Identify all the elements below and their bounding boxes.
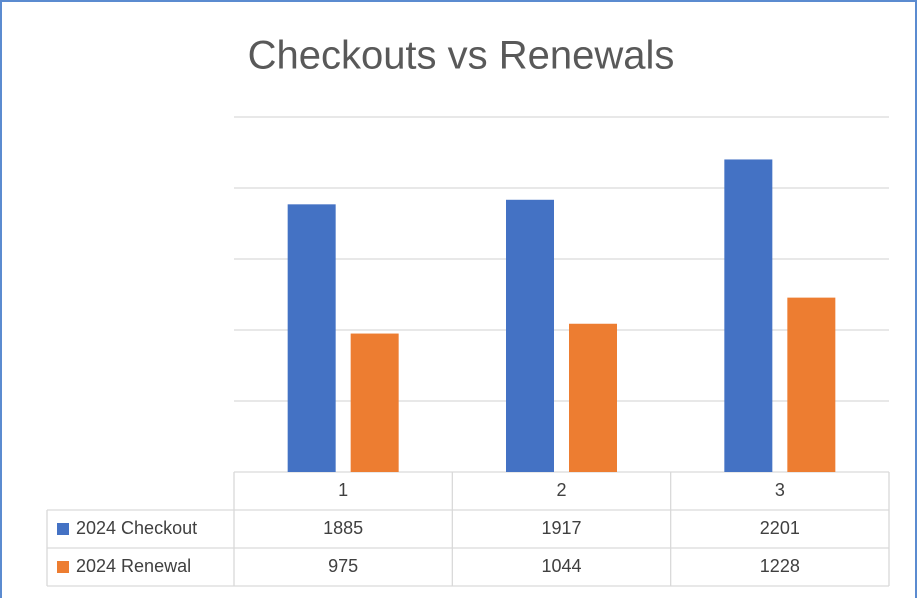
bar: [350, 333, 399, 472]
bar: [724, 159, 773, 472]
data-table-value: 1044: [541, 556, 581, 576]
data-table-value: 1917: [541, 518, 581, 538]
data-table-value: 975: [328, 556, 358, 576]
legend-label: 2024 Renewal: [76, 556, 191, 576]
data-table-value: 1885: [323, 518, 363, 538]
x-tick-label: 3: [775, 480, 785, 500]
x-tick-label: 2: [556, 480, 566, 500]
bar: [506, 199, 554, 472]
data-table-value: 2201: [760, 518, 800, 538]
data-table-value: 1228: [760, 556, 800, 576]
bar: [287, 204, 336, 472]
bar: [569, 323, 617, 472]
legend-label: 2024 Checkout: [76, 518, 197, 538]
legend-swatch: [57, 523, 69, 535]
legend-swatch: [57, 561, 69, 573]
chart-title: Checkouts vs Renewals: [248, 34, 675, 78]
x-tick-label: 1: [338, 480, 348, 500]
bar: [787, 297, 836, 472]
